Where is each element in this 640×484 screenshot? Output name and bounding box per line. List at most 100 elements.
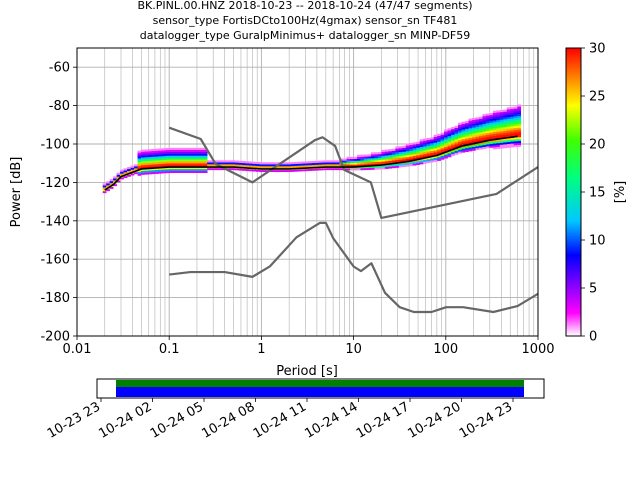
heatmap-cell: [496, 144, 501, 148]
heatmap-cell: [461, 129, 466, 132]
heatmap-cell: [158, 154, 163, 157]
heatmap-cell: [357, 168, 361, 171]
heatmap-cell: [301, 169, 306, 172]
heatmap-cell: [154, 150, 159, 153]
heatmap-cell: [458, 136, 462, 139]
heatmap-cell: [503, 128, 508, 131]
heatmap-cell: [465, 136, 469, 139]
heatmap-cell: [517, 144, 522, 147]
heatmap-cell: [444, 131, 448, 134]
heatmap-cell: [287, 169, 292, 173]
heatmap-cell: [409, 142, 414, 146]
heatmap-cell: [426, 145, 431, 148]
heatmap-cell: [416, 141, 421, 144]
heatmap-cell: [196, 170, 201, 173]
heatmap-cell: [506, 116, 511, 120]
heatmap-cell: [381, 165, 386, 168]
heatmap-cell: [510, 143, 515, 146]
heatmap-cell: [360, 160, 365, 163]
heatmap-cell: [398, 146, 403, 149]
noise-model-curves: [104, 126, 538, 314]
heatmap-cell: [196, 149, 201, 152]
heatmap-cell: [475, 134, 480, 137]
colorbar-tick-label: 15: [589, 186, 606, 201]
heatmap-cell: [147, 149, 152, 152]
heatmap-cell: [461, 148, 466, 151]
heatmap-cell: [311, 168, 316, 171]
heatmap-cell: [141, 168, 145, 171]
heatmap-cell: [485, 146, 490, 149]
heatmap-cell: [444, 133, 448, 136]
heatmap-cell: [165, 165, 170, 168]
heatmap-cell: [468, 122, 473, 125]
heatmap-cell: [409, 146, 414, 149]
heatmap-cell: [221, 168, 225, 171]
heatmap-cell: [517, 123, 522, 126]
heatmap-cell: [168, 153, 173, 156]
heatmap-cell: [395, 148, 400, 151]
heatmap-cell: [175, 157, 180, 160]
heatmap-cell: [144, 164, 149, 167]
heatmap-cell: [377, 152, 382, 155]
heatmap-cell: [426, 143, 431, 146]
heatmap-cell: [203, 155, 208, 158]
heatmap-cell: [513, 106, 518, 109]
heatmap-cell: [193, 151, 198, 154]
heatmap-cell: [154, 154, 159, 157]
y-tick-label: -200: [40, 330, 70, 345]
heatmap-cell: [203, 151, 208, 154]
heatmap-cell: [416, 162, 421, 165]
heatmap-cell: [381, 155, 386, 158]
heatmap-cell: [161, 153, 166, 157]
heatmap-cell: [370, 167, 375, 170]
heatmap-cell: [304, 163, 309, 166]
heatmap-cell: [144, 168, 149, 171]
heatmap-cell: [475, 121, 480, 124]
heatmap-cell: [228, 160, 232, 163]
heatmap-cell: [370, 165, 375, 168]
heatmap-cell: [388, 166, 393, 169]
heatmap-cell: [405, 147, 410, 150]
heatmap-cell: [168, 170, 173, 173]
mode-curve: [104, 135, 518, 191]
heatmap-cell: [430, 146, 434, 150]
heatmap-cell: [478, 122, 483, 125]
heatmap-cell: [409, 162, 414, 165]
heatmap-cell: [151, 162, 156, 165]
heatmap-cell: [506, 122, 511, 125]
heatmap-cell: [269, 169, 274, 173]
heatmap-cell: [430, 141, 434, 144]
heatmap-cell: [492, 116, 497, 119]
heatmap-cell: [154, 162, 159, 165]
heatmap-cell: [461, 142, 466, 145]
heatmap-cell: [147, 160, 152, 163]
heatmap-cell: [343, 160, 347, 163]
heatmap-cell: [161, 167, 166, 170]
heatmap-cell: [503, 126, 508, 130]
heatmap-cell: [332, 160, 337, 163]
heatmap-cell: [214, 160, 218, 163]
heatmap-cell: [503, 140, 508, 143]
heatmap-cell: [391, 152, 396, 155]
heatmap-cell: [517, 117, 522, 121]
heatmap-cell: [440, 146, 445, 149]
heatmap-cell: [482, 119, 487, 123]
heatmap-cell: [454, 129, 459, 132]
heatmap-cell: [482, 142, 487, 146]
heatmap-cell: [506, 139, 511, 143]
heatmap-cell: [471, 148, 476, 151]
heatmap-cell: [245, 165, 250, 168]
heatmap-cell: [465, 146, 469, 149]
heatmap-cell: [210, 168, 215, 171]
heatmap-cell: [444, 154, 448, 157]
heatmap-cell: [350, 168, 354, 171]
heatmap-cell: [503, 146, 508, 149]
heatmap-cell: [485, 130, 490, 133]
heatmap-cell: [388, 154, 393, 158]
heatmap-cell: [506, 145, 511, 148]
heatmap-cell: [398, 151, 403, 155]
heatmap-cell: [433, 134, 438, 137]
heatmap-cell: [478, 135, 483, 139]
heatmap-cell: [465, 128, 469, 131]
heatmap-cell: [405, 151, 410, 154]
